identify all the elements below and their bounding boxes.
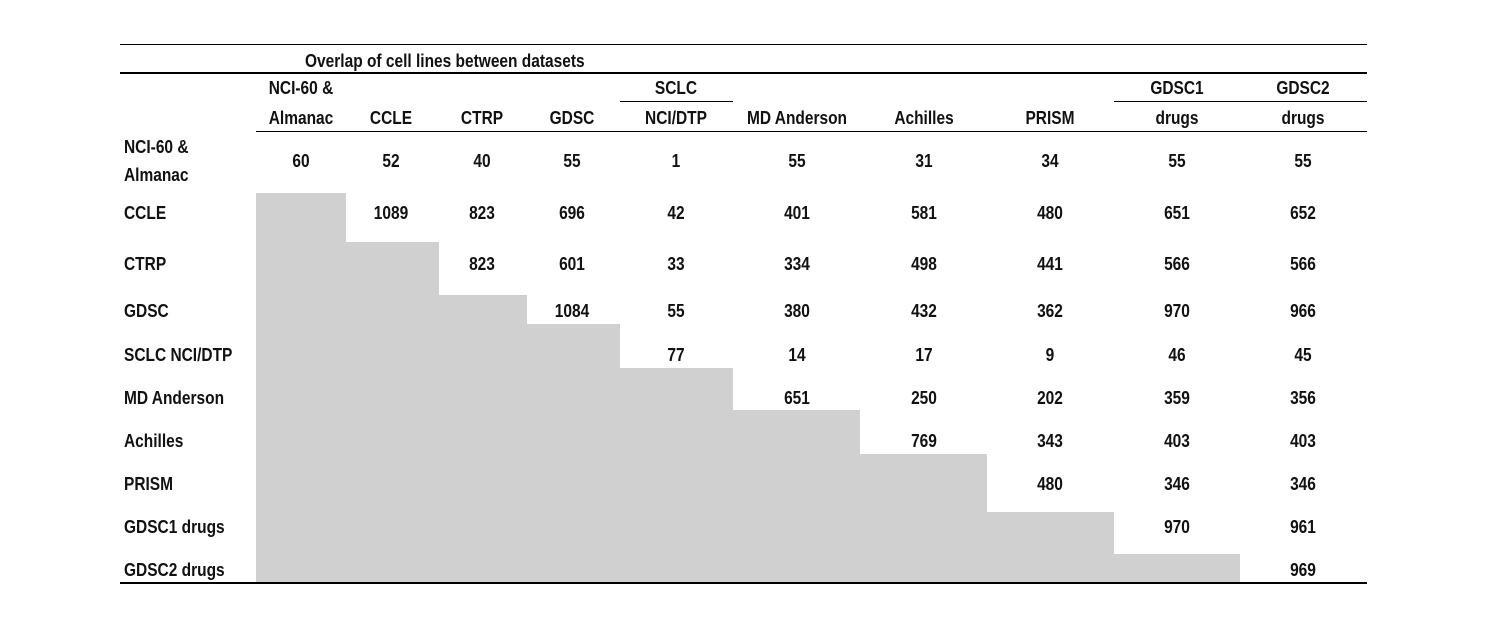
table-cell: 55 [563,151,581,171]
table-cell: 334 [784,254,810,274]
table-cell: 55 [1168,151,1186,171]
shaded-cell-block [346,242,439,582]
shaded-cell-block [1114,554,1240,582]
table-cell: 566 [1164,254,1190,274]
table-cell: 380 [784,301,810,321]
table-cell: 52 [382,151,400,171]
table-cell: 823 [469,254,495,274]
table-cell: 823 [469,203,495,223]
column-header: CTRP [460,108,504,128]
table-cell: 359 [1164,388,1190,408]
table-cell: 566 [1290,254,1316,274]
column-header: GDSC1 [1150,78,1204,98]
table-cell: 46 [1168,345,1186,365]
table-cell: 346 [1290,474,1316,494]
table-cell: 55 [788,151,806,171]
table-cell: 33 [667,254,685,274]
table-cell: 1089 [373,203,409,223]
column-header: PRISM [1025,108,1075,128]
table-cell: 346 [1164,474,1190,494]
table-cell: 696 [559,203,585,223]
table-bottom-rule [120,582,1367,584]
table-cell: 601 [559,254,585,274]
row-label: MD Anderson [124,388,225,408]
column-header: CCLE [369,108,413,128]
table-cell: 60 [292,151,310,171]
column-header: MD Anderson [746,108,848,128]
shaded-cell-block [527,324,620,582]
table-cell: 9 [1045,345,1055,365]
shaded-cell-block [439,295,527,582]
shaded-cell-block [860,454,987,582]
row-label: NCI-60 & [124,137,189,157]
table-cell: 1 [671,151,681,171]
table-cell: 432 [911,301,937,321]
shaded-cell-block [256,193,346,582]
table-cell: 40 [473,151,491,171]
row-label: SCLC NCI/DTP [124,345,233,365]
table-cell: 343 [1037,431,1063,451]
table-cell: 480 [1037,203,1063,223]
table-cell: 652 [1290,203,1316,223]
column-header: drugs [1155,108,1199,128]
table-title: Overlap of cell lines between datasets [305,51,585,71]
table-cell: 480 [1037,474,1063,494]
sclc-span-rule [620,101,733,102]
table-cell: 401 [784,203,810,223]
table-cell: 34 [1041,151,1059,171]
column-header: drugs [1281,108,1325,128]
table-cell: 970 [1164,517,1190,537]
table-cell: 362 [1037,301,1063,321]
column-header: GDSC2 [1276,78,1330,98]
title-rule [120,72,1367,74]
table-cell: 966 [1290,301,1316,321]
table-cell: 969 [1290,560,1316,580]
row-label: GDSC1 drugs [124,517,225,537]
row-label: GDSC2 drugs [124,560,225,580]
row-label: CTRP [124,254,167,274]
table-cell: 17 [915,345,933,365]
column-header: Almanac [268,108,334,128]
column-header: GDSC [549,108,595,128]
shaded-cell-block [733,410,860,582]
table-cell: 441 [1037,254,1063,274]
table-cell: 498 [911,254,937,274]
table-cell: 55 [667,301,685,321]
table-cell: 55 [1294,151,1312,171]
shaded-cell-block [987,512,1114,582]
column-header: Achilles [894,108,954,128]
table-cell: 77 [667,345,685,365]
row-label: CCLE [124,203,167,223]
row-label: PRISM [124,474,174,494]
table-cell: 42 [667,203,685,223]
row-label: Achilles [124,431,184,451]
table-cell: 581 [911,203,937,223]
table-cell: 961 [1290,517,1316,537]
row-label: Almanac [124,165,189,185]
table-cell: 769 [911,431,937,451]
table-cell: 356 [1290,388,1316,408]
table-cell: 250 [911,388,937,408]
gdsc-drugs-span-rule [1114,101,1367,102]
table-cell: 651 [1164,203,1190,223]
column-header: NCI-60 & [268,78,334,98]
column-header: NCI/DTP [645,108,707,128]
table-cell: 202 [1037,388,1063,408]
table-cell: 14 [788,345,806,365]
table-cell: 403 [1164,431,1190,451]
row-label: GDSC [124,301,169,321]
table-cell: 970 [1164,301,1190,321]
table-cell: 45 [1294,345,1312,365]
column-header: SCLC [654,78,698,98]
table-top-rule [120,44,1367,45]
table-cell: 651 [784,388,810,408]
table-cell: 1084 [554,301,590,321]
shaded-cell-block [620,368,733,582]
table-cell: 31 [915,151,933,171]
table-cell: 403 [1290,431,1316,451]
header-bottom-rule [256,131,1367,132]
